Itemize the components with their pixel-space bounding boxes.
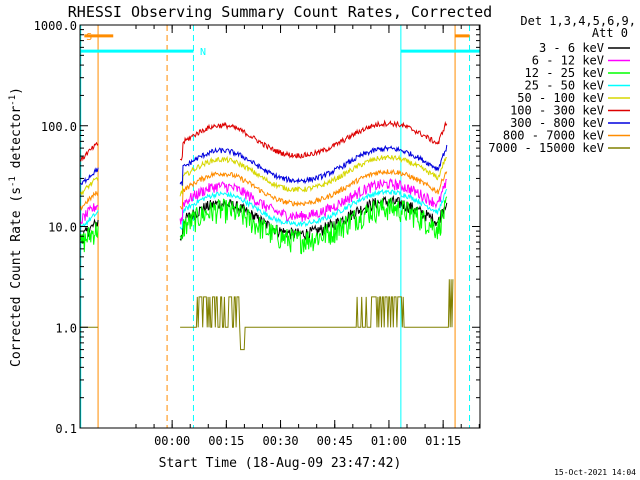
series-25-50-kev (80, 188, 448, 230)
legend-header-1: Det 1,3,4,5,6,9, (520, 14, 636, 28)
series-line (179, 178, 447, 225)
series-line (179, 144, 448, 186)
series-100-300-kev (80, 119, 448, 162)
y-tick-label: 1.0 (55, 321, 77, 335)
series-line (179, 188, 448, 230)
legend-label: 50 - 100 keV (517, 91, 604, 105)
series-line (179, 154, 447, 197)
series-line (179, 168, 448, 210)
x-axis-label: Start Time (18-Aug-09 23:47:42) (159, 456, 402, 471)
series-300-800-kev (80, 144, 448, 186)
legend-label: 300 - 800 keV (510, 116, 604, 130)
legend-label: 12 - 25 keV (525, 66, 604, 80)
flag-label: N (200, 47, 206, 58)
x-tick-label: 01:00 (371, 434, 407, 448)
series-line (80, 222, 99, 253)
series-6-12-kev (80, 178, 447, 225)
legend-header-2: Att 0 (592, 26, 628, 40)
series-line (80, 141, 99, 162)
x-tick-label: 00:45 (317, 434, 353, 448)
y-axis-label: Corrected Count Rate (s-1 detector-1) (8, 87, 24, 367)
x-tick-label: 00:00 (154, 434, 190, 448)
y-axis: 1000.0 100.0 10.0 1.0 0.1 (34, 19, 480, 436)
legend-label: 7000 - 15000 keV (488, 141, 604, 155)
y-tick-label: 10.0 (48, 221, 77, 235)
legend-label: 100 - 300 keV (510, 104, 604, 118)
y-tick-label: 0.1 (55, 422, 77, 436)
legend-label: 3 - 6 keV (539, 41, 604, 55)
x-tick-label: 00:15 (208, 434, 244, 448)
legend-label: 6 - 12 keV (532, 54, 604, 68)
x-tick-label: 00:30 (262, 434, 298, 448)
legend-label: 800 - 7000 keV (503, 129, 604, 143)
flag-label: S (86, 32, 92, 43)
plot-area: SN (80, 25, 480, 428)
series-line (179, 196, 448, 255)
series-50-100-kev (80, 154, 447, 197)
y-tick-label: 100.0 (41, 120, 77, 134)
series-line (180, 279, 454, 351)
series-12-25-kev (80, 196, 448, 255)
series-line (80, 209, 99, 229)
chart-title: RHESSI Observing Summary Count Rates, Co… (68, 3, 492, 21)
series-line (80, 203, 99, 225)
series-line (80, 176, 99, 196)
series-line (80, 190, 99, 212)
footer-date: 15-Oct-2021 14:04 (554, 468, 636, 477)
x-axis: 00:00 00:15 00:30 00:45 01:00 01:15 (135, 25, 480, 448)
series-line (179, 119, 448, 161)
legend-label: 25 - 50 keV (525, 79, 604, 93)
x-tick-label: 01:15 (425, 434, 461, 448)
series-line (80, 167, 99, 185)
y-tick-label: 1000.0 (34, 19, 77, 33)
series-800-7000-kev (80, 168, 448, 212)
